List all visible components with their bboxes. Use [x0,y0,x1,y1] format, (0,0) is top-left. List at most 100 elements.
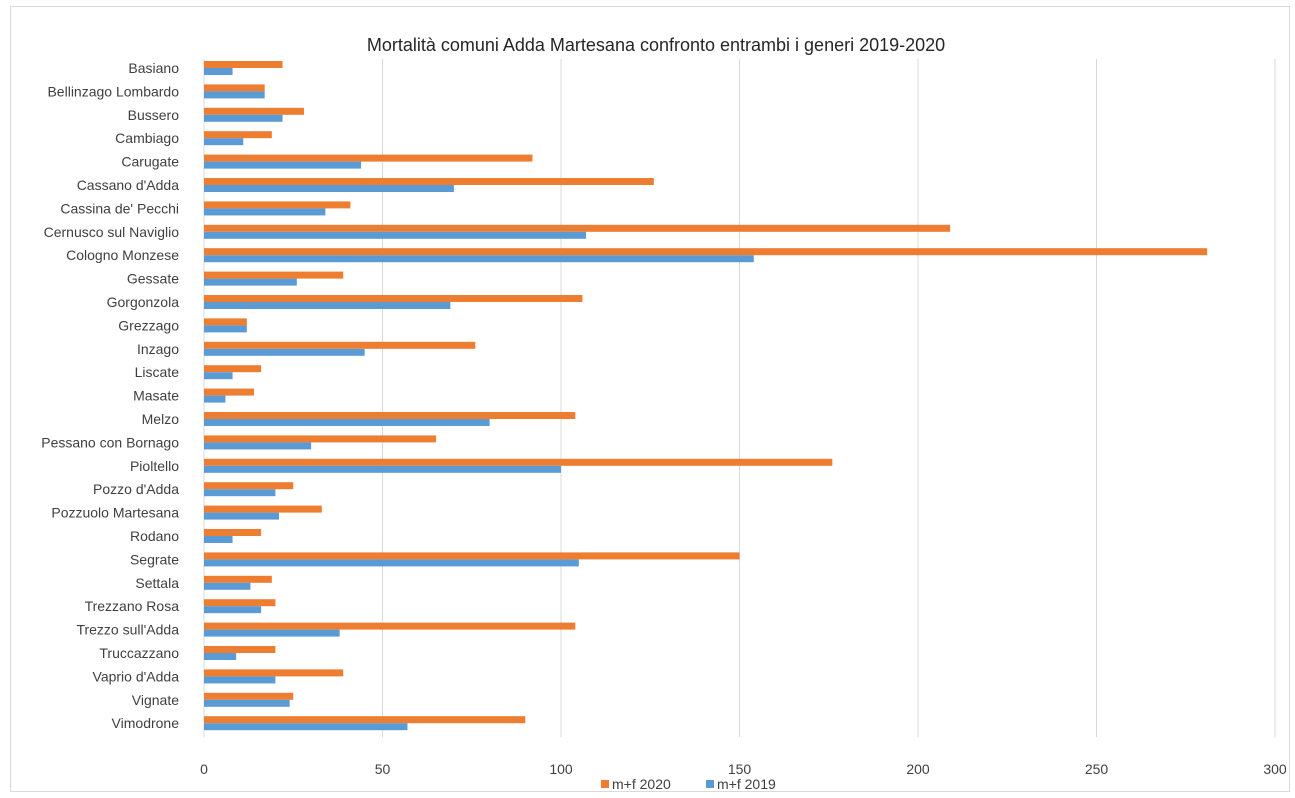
bar-2020 [204,295,583,302]
bar-2019 [204,512,279,520]
category-label: Liscate [135,364,180,380]
legend-swatch [601,780,609,788]
bar-2019 [204,676,276,684]
category-label: Truccazzano [99,645,179,661]
bar-2019 [204,114,283,122]
bar-2019 [204,629,340,637]
bar-2020 [204,248,1208,256]
bar-2020 [204,318,247,326]
bar-2020 [204,178,654,185]
bar-2019 [204,442,312,450]
category-label: Rodano [130,528,179,544]
bar-2020 [204,575,272,583]
category-label: Pioltello [130,458,179,474]
category-label: Settala [135,575,179,591]
bar-2020 [204,552,740,560]
category-label: Carugate [121,154,179,170]
bar-2019 [204,185,454,192]
category-label: Masate [133,388,179,404]
bar-2020 [204,716,526,724]
bar-2020 [204,458,833,466]
category-label: Inzago [137,341,179,357]
category-label: Trezzo sull'Adda [76,622,179,638]
bar-2019 [204,278,297,286]
category-label: Cassano d'Adda [77,177,180,193]
x-tick-label: 0 [200,761,208,777]
bar-2020 [204,107,304,115]
x-tick-label: 100 [549,761,573,777]
bar-2019 [204,536,233,543]
legend-swatch [706,780,714,788]
category-label: Trezzano Rosa [85,598,180,614]
bar-2020 [204,646,276,653]
bar-2020 [204,482,294,490]
bar-2020 [204,599,276,607]
bar-2019 [204,68,233,75]
bar-2020 [204,365,262,373]
bar-2019 [204,489,276,497]
bar-2019 [204,465,561,473]
category-label: Pozzuolo Martesana [51,505,179,521]
bar-2019 [204,161,362,169]
bar-2020 [204,341,476,349]
category-label: Melzo [142,411,180,427]
category-label: Bussero [128,107,180,123]
bar-2019 [204,582,251,590]
category-labels: Basiano Bellinzago Lombardo Bussero Cambiag… [41,60,179,731]
bar-2019 [204,395,226,403]
category-label: Cernusco sul Naviglio [44,224,180,240]
bar-2020 [204,669,344,677]
bar-2020 [204,622,576,630]
bar-2020 [204,61,283,68]
bar-2020 [204,692,294,700]
bar-2019 [204,559,579,567]
bar-2019 [204,606,262,614]
category-label: Cologno Monzese [66,247,179,263]
category-label: Gorgonzola [107,294,180,310]
chart-area: Mortalità comuni Adda Martesana confront… [10,6,1290,792]
bar-2019 [204,723,408,731]
x-axis-tick-labels: 0 50 100 150 200 250 300 [200,761,1287,777]
category-label: Gessate [127,271,179,287]
bars [204,61,1208,731]
bar-2019 [204,348,365,356]
category-label: Grezzago [118,317,179,333]
bar-2019 [204,325,247,333]
bar-2019 [204,255,754,263]
category-label: Vaprio d'Adda [93,668,180,684]
bar-2019 [204,653,237,660]
bar-2019 [204,372,233,380]
x-tick-label: 200 [906,761,930,777]
x-tick-label: 150 [728,761,752,777]
bar-2020 [204,412,576,419]
x-tick-label: 50 [375,761,391,777]
category-label: Bellinzago Lombardo [47,83,179,99]
bar-2020 [204,84,265,92]
gridlines [203,59,1276,738]
legend-label: m+f 2019 [717,776,776,792]
bar-2020 [204,131,272,139]
bar-2020 [204,224,951,232]
bar-2019 [204,302,451,309]
bar-2019 [204,91,265,99]
category-label: Cambiago [115,130,179,146]
bar-2020 [204,388,254,396]
category-label: Cassina de' Pecchi [60,200,179,216]
bar-2019 [204,699,290,707]
bar-2020 [204,435,437,443]
legend: m+f 2020 m+f 2019 [601,776,776,792]
category-label: Vimodrone [112,715,180,731]
x-tick-label: 250 [1085,761,1109,777]
legend-label: m+f 2020 [612,776,671,792]
category-label: Basiano [128,60,179,76]
category-label: Vignate [132,692,179,708]
bar-2019 [204,208,326,216]
bar-2020 [204,529,262,536]
bar-2020 [204,271,344,279]
bar-2019 [204,419,490,426]
category-label: Segrate [130,551,179,567]
x-tick-label: 300 [1263,761,1287,777]
bar-2020 [204,505,322,513]
bar-2019 [204,231,586,239]
bar-2020 [204,201,351,209]
